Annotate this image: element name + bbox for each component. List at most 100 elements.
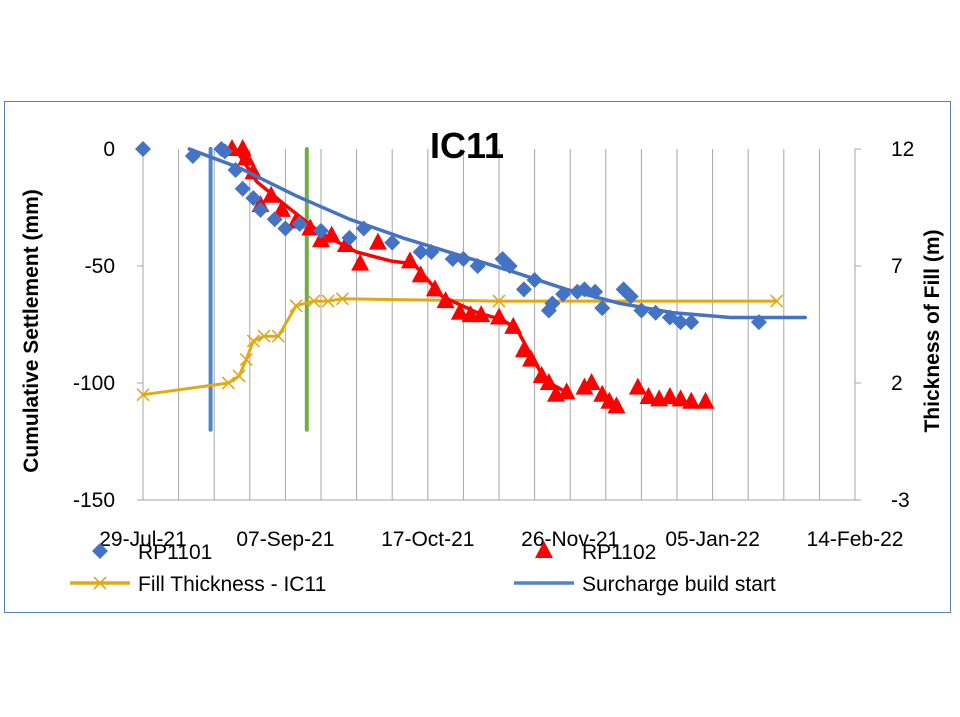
- legend-item-2: RP1102: [535, 541, 656, 564]
- tick-labels: 0 -50 -100 -150 12 7 2 -3 29-Jul-21 07-Sep-21 17-O…: [73, 138, 914, 551]
- rp1101-point: [291, 215, 308, 232]
- rp1101-point: [252, 201, 269, 218]
- y2-axis-label: Thickness of Fill (m): [921, 229, 944, 432]
- y2-tick-label: 2: [891, 372, 903, 395]
- fill-thickness-point: [307, 294, 321, 308]
- x-tick-label: 07-Sep-21: [236, 528, 334, 551]
- rp1101-point: [526, 272, 543, 289]
- rp1101-point: [622, 288, 639, 305]
- x-tick-label: 17-Oct-21: [381, 528, 474, 551]
- rp1101-point: [227, 162, 244, 179]
- rp1102-point: [401, 251, 419, 269]
- rp1101-point: [234, 180, 251, 197]
- rp1102-point: [411, 265, 430, 283]
- fill-thickness-point: [335, 292, 349, 306]
- rp1101-point: [266, 211, 283, 228]
- legend-item-3: Fill Thickness - IC11: [70, 573, 326, 596]
- fill-thickness-point: [257, 329, 271, 343]
- rp1102-point: [607, 396, 626, 414]
- fill-thickness-point: [321, 294, 335, 308]
- rp1102-point: [336, 234, 355, 252]
- fill-thickness-point: [246, 334, 260, 348]
- rp1102-point: [660, 387, 679, 405]
- rp1102-point: [582, 373, 601, 390]
- rp1101-point: [594, 300, 611, 317]
- y-tick-label: -150: [73, 489, 115, 512]
- legend-label: Surcharge build start: [582, 573, 776, 596]
- rp1102-point: [425, 279, 444, 297]
- rp1102-point: [368, 232, 387, 250]
- rp1101-point: [576, 281, 593, 298]
- fill-thickness-point: [136, 388, 150, 402]
- rp1101-point: [633, 302, 650, 319]
- rp1102-point: [490, 307, 508, 325]
- rp1101-point: [277, 220, 294, 237]
- rp1101-point: [469, 258, 486, 274]
- fill-thickness-point: [232, 369, 246, 383]
- rp1102-point: [504, 316, 523, 334]
- fill-thickness-point: [221, 376, 236, 390]
- legend-item-1: RP1101: [92, 541, 212, 564]
- rp1102-point: [575, 377, 594, 395]
- rp1102-point: [539, 373, 558, 390]
- x-tick-label: 05-Jan-22: [665, 528, 760, 551]
- legend-label: Fill Thickness - IC11: [138, 573, 326, 596]
- y2-tick-label: -3: [891, 489, 910, 512]
- rp1102-point: [682, 391, 701, 409]
- rp1101-point: [412, 243, 429, 260]
- rp1101-point: [501, 258, 518, 274]
- y-tick-label: -50: [85, 255, 115, 278]
- rp1102-point: [557, 382, 576, 400]
- rp1101-point: [455, 250, 472, 267]
- rp1101-point: [135, 141, 151, 157]
- rp1101-point: [384, 234, 401, 251]
- y2-tick-label: 7: [891, 255, 903, 278]
- legend-label: RP1102: [582, 541, 656, 564]
- fill-thickness-point: [770, 294, 784, 308]
- x-tick-label: 29-Jul-21: [99, 528, 187, 551]
- rp1101-trendline: [187, 147, 807, 320]
- rp1102-point: [351, 253, 370, 271]
- rp1102-point: [514, 340, 533, 358]
- rp1102-point: [322, 225, 341, 243]
- chart-title: IC11: [430, 125, 504, 166]
- rp1101-point: [313, 222, 329, 239]
- rp1101-point: [245, 190, 262, 207]
- rp1102-point: [436, 291, 455, 309]
- fill-thickness-point: [239, 353, 253, 367]
- rp1101-point: [544, 295, 561, 312]
- rp1102-point: [237, 148, 256, 166]
- rp1101-point: [423, 243, 440, 260]
- fill-thickness-point: [271, 329, 285, 343]
- y-axis-label: Cumulative Settlement (mm): [20, 189, 43, 473]
- legend: RP1101 RP1102 Fill Thickness - IC11 Surchar…: [70, 541, 776, 596]
- y-tick-label: -100: [73, 372, 115, 395]
- rp1102-point: [472, 305, 491, 323]
- axes: [137, 148, 861, 501]
- rp1101-point: [515, 281, 532, 298]
- y-tick-label: 0: [103, 138, 115, 161]
- fill-thickness-point: [289, 299, 303, 313]
- rp1101-point: [587, 283, 604, 300]
- grid: [178, 149, 856, 500]
- rp1102-point: [696, 391, 715, 409]
- rp1101-point: [555, 286, 572, 303]
- rp1102-point: [450, 302, 469, 320]
- y2-tick-label: 12: [891, 138, 914, 161]
- legend-swatch-marker: [93, 576, 107, 590]
- legend-swatch-marker: [92, 543, 108, 559]
- rp1102-point: [262, 185, 281, 203]
- rp1102-point: [628, 377, 647, 395]
- rp1102-point: [272, 199, 291, 217]
- rp1101-point: [341, 229, 358, 246]
- x-tick-label: 14-Feb-22: [807, 528, 904, 551]
- fill-thickness-point: [492, 294, 506, 308]
- rp1101-point: [683, 314, 700, 331]
- legend-item-4: Surcharge build start: [514, 573, 776, 596]
- rp1101-point: [750, 314, 767, 331]
- rp1101-point: [184, 148, 201, 165]
- series: [135, 139, 807, 432]
- rp1101-point: [444, 250, 461, 267]
- rp1101-point: [647, 304, 664, 321]
